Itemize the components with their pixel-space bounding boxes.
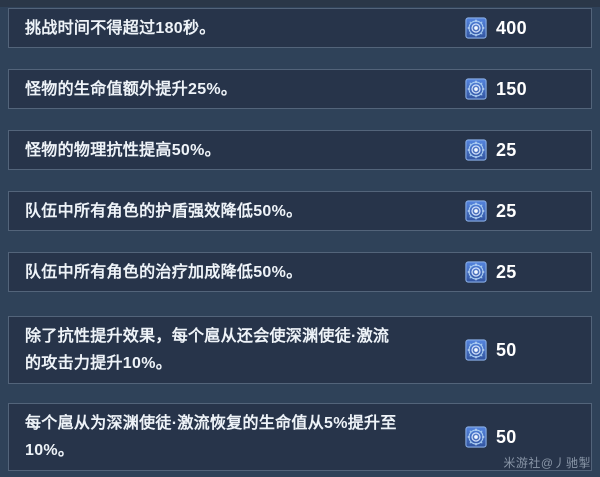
condition-text: 队伍中所有角色的护盾强效降低50%。 bbox=[25, 202, 303, 220]
challenge-points-icon bbox=[465, 78, 487, 100]
challenge-points-icon bbox=[465, 261, 487, 283]
points-value: 25 bbox=[496, 139, 517, 160]
condition-text: 每个扈从为深渊使徒·激流恢复的生命值从5%提升至 10%。 bbox=[25, 415, 397, 459]
challenge-points-icon bbox=[465, 17, 487, 39]
condition-text: 怪物的物理抗性提高50%。 bbox=[25, 141, 221, 159]
challenge-points-icon bbox=[465, 426, 487, 448]
points-value: 50 bbox=[496, 339, 517, 360]
challenge-points-icon bbox=[465, 339, 487, 361]
points-group: 25 bbox=[465, 200, 591, 222]
watermark: 米游社@丿驰掣 bbox=[503, 456, 591, 470]
condition-row[interactable]: 每个扈从为深渊使徒·激流恢复的生命值从5%提升至 10%。 50 bbox=[8, 403, 592, 471]
condition-row[interactable]: 怪物的物理抗性提高50%。 25 bbox=[8, 130, 592, 170]
condition-text: 队伍中所有角色的治疗加成降低50%。 bbox=[25, 263, 303, 281]
points-value: 400 bbox=[496, 17, 527, 38]
condition-row[interactable]: 挑战时间不得超过180秒。 400 bbox=[8, 8, 592, 48]
challenge-points-icon bbox=[465, 139, 487, 161]
condition-row[interactable]: 除了抗性提升效果，每个扈从还会使深渊使徒·激流 的攻击力提升10%。 50 bbox=[8, 316, 592, 384]
condition-row[interactable]: 队伍中所有角色的护盾强效降低50%。 25 bbox=[8, 191, 592, 231]
points-group: 150 bbox=[465, 78, 591, 100]
points-value: 25 bbox=[496, 261, 517, 282]
points-group: 25 bbox=[465, 261, 591, 283]
challenge-points-icon bbox=[465, 200, 487, 222]
condition-text: 怪物的生命值额外提升25%。 bbox=[25, 80, 238, 98]
points-value: 25 bbox=[496, 200, 517, 221]
condition-row[interactable]: 怪物的生命值额外提升25%。 150 bbox=[8, 69, 592, 109]
points-group: 50 bbox=[465, 426, 591, 448]
points-group: 400 bbox=[465, 17, 591, 39]
points-group: 25 bbox=[465, 139, 591, 161]
condition-text: 挑战时间不得超过180秒。 bbox=[25, 19, 216, 37]
points-value: 150 bbox=[496, 78, 527, 99]
condition-text: 除了抗性提升效果，每个扈从还会使深渊使徒·激流 的攻击力提升10%。 bbox=[25, 328, 390, 372]
points-value: 50 bbox=[496, 426, 517, 447]
condition-row[interactable]: 队伍中所有角色的治疗加成降低50%。 25 bbox=[8, 252, 592, 292]
points-group: 50 bbox=[465, 339, 591, 361]
